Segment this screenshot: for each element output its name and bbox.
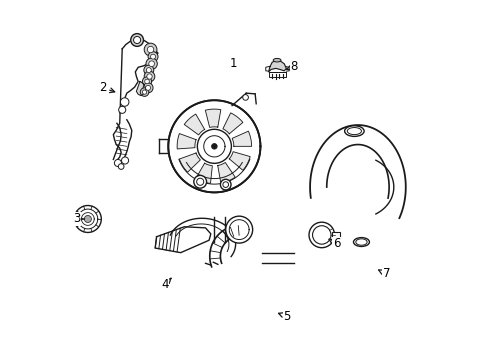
Circle shape (197, 129, 231, 163)
Text: 3: 3 (73, 212, 84, 225)
Circle shape (223, 182, 228, 188)
Polygon shape (184, 114, 204, 135)
Circle shape (121, 157, 128, 164)
Circle shape (120, 98, 129, 106)
Ellipse shape (353, 238, 369, 247)
Circle shape (84, 215, 91, 222)
Circle shape (114, 159, 121, 167)
Circle shape (143, 65, 153, 75)
Circle shape (148, 61, 154, 67)
Circle shape (146, 68, 151, 73)
Polygon shape (195, 163, 212, 183)
Circle shape (168, 100, 260, 192)
Text: 5: 5 (278, 310, 290, 323)
Text: 4: 4 (161, 278, 171, 291)
Circle shape (142, 77, 151, 86)
Circle shape (145, 58, 157, 69)
Polygon shape (177, 134, 196, 149)
Circle shape (130, 33, 143, 46)
Circle shape (150, 54, 155, 59)
Polygon shape (309, 125, 405, 208)
Bar (332, 232, 340, 238)
Circle shape (143, 83, 153, 93)
Polygon shape (232, 131, 251, 146)
Bar (269, 72, 286, 77)
Ellipse shape (355, 239, 366, 245)
Circle shape (211, 144, 217, 149)
Polygon shape (179, 153, 200, 172)
Text: 2: 2 (99, 81, 115, 94)
Circle shape (140, 88, 148, 96)
Text: 7: 7 (378, 267, 389, 280)
Circle shape (118, 164, 124, 169)
Circle shape (145, 85, 150, 90)
Polygon shape (229, 152, 250, 170)
Circle shape (147, 46, 153, 53)
Polygon shape (209, 225, 241, 267)
Circle shape (193, 175, 206, 188)
Circle shape (312, 226, 330, 244)
Polygon shape (217, 162, 235, 183)
Text: 6: 6 (328, 237, 340, 250)
Polygon shape (268, 60, 286, 72)
Circle shape (220, 179, 230, 190)
Polygon shape (223, 113, 243, 134)
Text: 8: 8 (286, 60, 297, 73)
Text: 1: 1 (230, 57, 237, 69)
Polygon shape (205, 109, 221, 127)
Circle shape (144, 79, 149, 84)
Polygon shape (113, 40, 157, 159)
Circle shape (74, 206, 101, 233)
Circle shape (133, 36, 141, 44)
Circle shape (148, 52, 158, 62)
Polygon shape (155, 227, 210, 253)
Circle shape (242, 95, 248, 100)
Circle shape (196, 178, 203, 185)
Circle shape (144, 43, 157, 56)
Circle shape (142, 90, 146, 94)
Circle shape (225, 216, 252, 243)
Circle shape (146, 74, 152, 79)
Circle shape (144, 71, 155, 82)
Polygon shape (136, 81, 145, 96)
Ellipse shape (346, 127, 361, 135)
Circle shape (308, 222, 334, 248)
Ellipse shape (344, 126, 364, 136)
Ellipse shape (273, 58, 281, 62)
Circle shape (119, 106, 125, 113)
